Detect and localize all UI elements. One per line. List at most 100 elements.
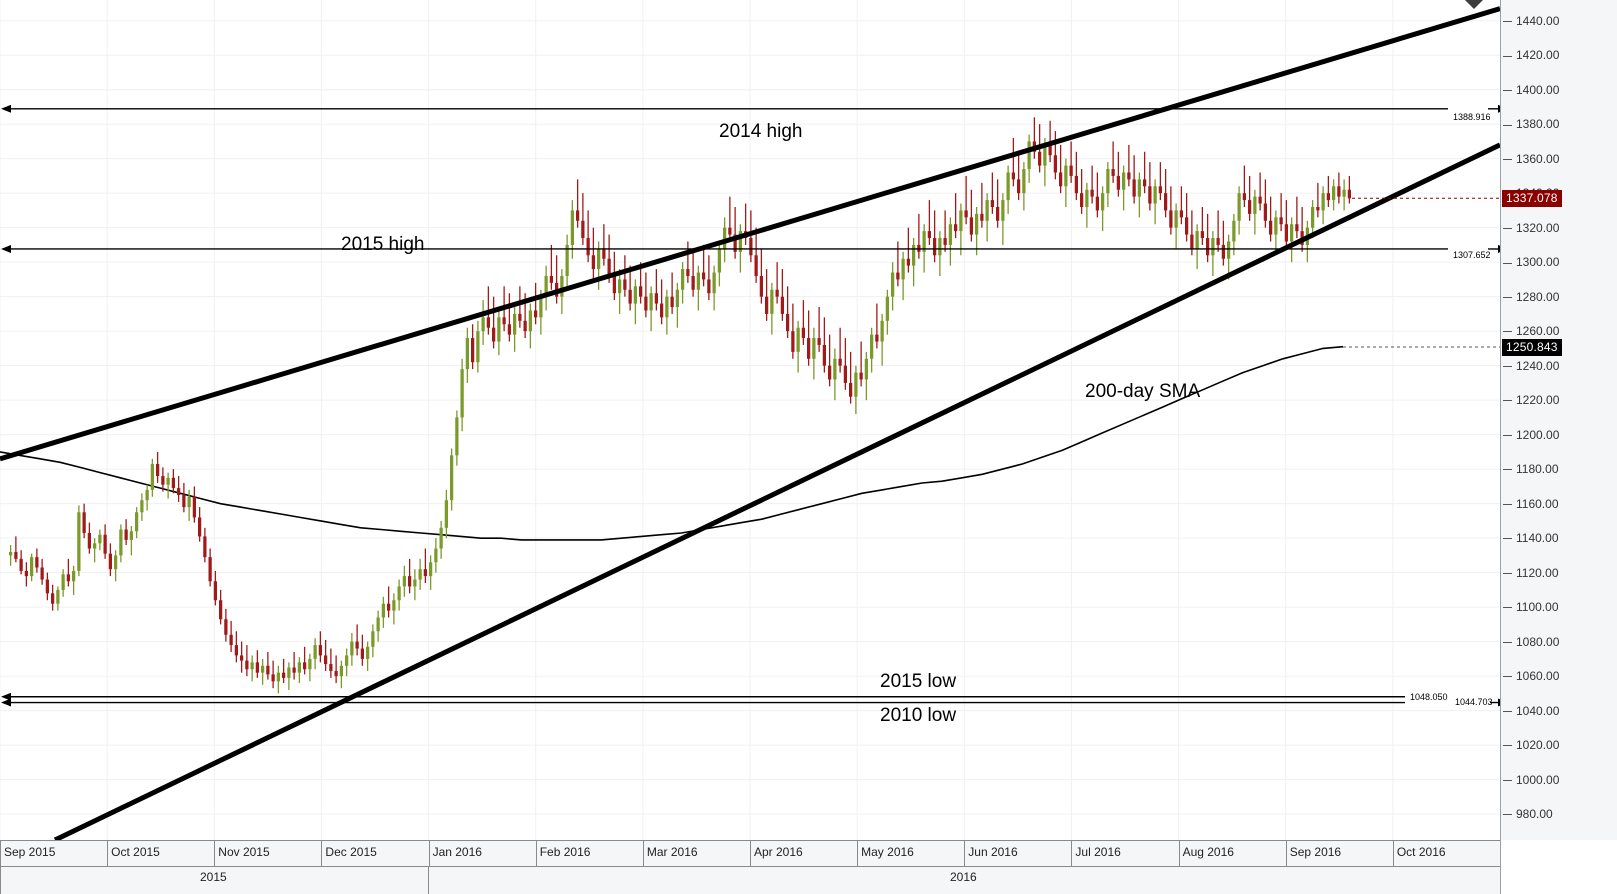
price-tick-label: 1180.00 [1516,462,1559,477]
year-tick-separator [428,867,429,894]
time-tick-label: Dec 2015 [325,845,377,859]
tick-dash-icon [1503,641,1512,643]
price-tick: 1040.00 [1501,704,1559,718]
tick-dash-icon [1503,262,1512,264]
time-tick-label: Sep 2015 [4,845,56,859]
time-tick-label: May 2016 [861,845,914,859]
tick-dash-icon [1503,400,1512,402]
sma-line [0,345,1344,541]
price-tick: 1420.00 [1501,48,1559,62]
tick-dash-icon [1503,572,1512,574]
price-tick-label: 1400.00 [1516,82,1560,97]
tick-dash-icon [1503,159,1512,160]
time-tick-separator [428,841,430,867]
year-tick-label: 2016 [950,870,977,884]
time-tick-label: Nov 2015 [218,845,270,859]
tick-dash-icon [1503,331,1512,333]
annotation-2014-high: 2014 high [719,121,803,142]
time-tick-label: Aug 2016 [1182,845,1234,859]
chevron-down-icon[interactable] [1465,0,1483,9]
tick-dash-icon [1503,90,1512,92]
price-tick-label: 1060.00 [1516,669,1560,684]
price-tick: 1260.00 [1501,324,1559,338]
tick-dash-icon [1503,434,1512,436]
time-tick-separator [1178,841,1180,867]
price-tick-label: 1080.00 [1516,634,1560,649]
tick-dash-icon [1503,676,1512,678]
price-tick-label: 1360.00 [1516,151,1560,166]
price-tick: 1440.00 [1501,14,1559,28]
tick-dash-icon [1503,745,1512,747]
price-tick: 1000.00 [1501,773,1559,787]
time-tick-separator [321,841,323,867]
sma-price-badge: 1250.843 [1502,338,1562,356]
price-tick-label: 1120.00 [1516,565,1559,580]
time-tick-label: Jan 2016 [432,845,482,859]
chart-plot-area[interactable]: 2014 high 2015 high 2015 low 2010 low 20… [0,0,1500,840]
time-tick-separator [642,841,644,867]
tick-dash-icon [1503,779,1512,781]
time-tick-label: Feb 2016 [539,845,591,859]
price-tick-label: 1160.00 [1516,496,1559,511]
axis-corner [1500,840,1617,894]
projection-dotted-lines [1343,197,1500,348]
time-tick-label: Mar 2016 [646,845,698,859]
price-tick-label: 1020.00 [1516,738,1560,753]
tick-dash-icon [1503,607,1512,609]
price-tick-label: 1140.00 [1516,531,1559,546]
annotation-2015-low: 2015 low [880,671,957,692]
price-tick-label: 980.00 [1516,807,1553,822]
price-axis[interactable]: 1440.001420.001400.001380.001360.001340.… [1500,0,1617,840]
tick-dash-icon [1503,538,1512,540]
price-tick: 1380.00 [1501,117,1559,131]
price-tick: 1180.00 [1501,462,1559,476]
price-tick-label: 1040.00 [1516,703,1560,718]
price-tick-label: 1420.00 [1516,48,1560,63]
price-tick: 980.00 [1501,807,1553,821]
trendlines [0,6,1500,840]
time-tick-separator [1285,841,1287,867]
price-tick: 1320.00 [1501,221,1559,235]
tick-dash-icon [1503,124,1512,126]
price-tick: 1280.00 [1501,290,1559,304]
price-tick: 1300.00 [1501,255,1559,269]
price-tick: 1360.00 [1501,152,1559,166]
price-tick-label: 1280.00 [1516,289,1560,304]
annotation-2015-high: 2015 high [341,234,425,255]
price-tick: 1060.00 [1501,669,1559,683]
price-tick: 1400.00 [1501,83,1559,97]
time-tick-separator [1392,841,1394,867]
price-tick-label: 1220.00 [1516,393,1560,408]
tick-dash-icon [1503,814,1512,816]
last-price-badge: 1337.078 [1502,190,1562,208]
time-tick-separator [857,841,859,867]
horizontal-level-lines [1,104,1500,707]
price-tick: 1080.00 [1501,635,1559,649]
tick-dash-icon [1503,469,1512,471]
tick-dash-icon [1503,21,1512,23]
tick-dash-icon [1503,710,1512,712]
time-tick-label: Jun 2016 [968,845,1018,859]
price-tick-label: 1000.00 [1516,772,1560,787]
time-tick-separator [214,841,216,867]
tick-dash-icon [1503,228,1512,229]
time-tick-label: Oct 2015 [111,845,160,859]
price-tick: 1200.00 [1501,428,1559,442]
year-tick-separator [0,867,1,894]
price-tick-label: 1240.00 [1516,358,1560,373]
price-tick-label: 1440.00 [1516,13,1560,28]
tick-dash-icon [1503,503,1512,505]
time-tick-label: Apr 2016 [754,845,803,859]
price-tick-label: 1200.00 [1516,427,1560,442]
time-tick-label: Sep 2016 [1289,845,1342,859]
annotation-2010-low: 2010 low [880,705,957,726]
price-tick: 1160.00 [1501,497,1559,511]
price-tick: 1020.00 [1501,738,1559,752]
time-axis[interactable]: Sep 2015 Oct 2015 Nov 2015 Dec 2015 Jan 2016… [0,840,1500,894]
annotation-200-day-sma: 200-day SMA [1085,381,1201,402]
gridlines [0,0,1500,840]
price-tick-label: 1300.00 [1516,255,1560,270]
level-value-2014-high: 1388.916 [1453,112,1491,122]
tick-dash-icon [1503,55,1512,57]
level-value-2015-low: 1048.050 [1410,692,1448,702]
